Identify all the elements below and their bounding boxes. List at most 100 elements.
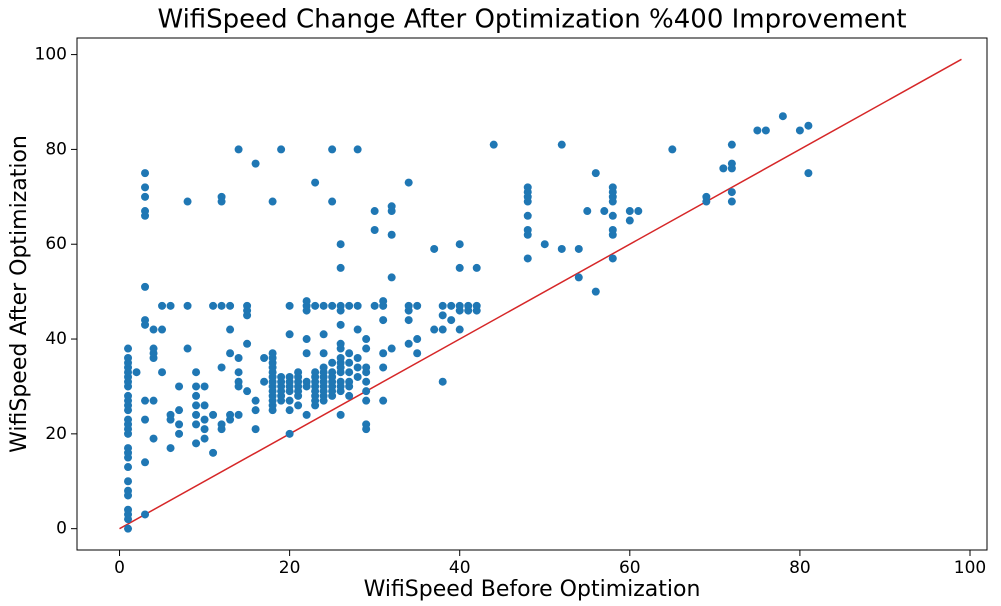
scatter-point [353,354,362,362]
scatter-point [804,169,813,178]
scatter-point [124,391,133,400]
x-tick-label: 80 [789,558,811,578]
scatter-point [209,301,218,310]
scatter-point [319,363,328,372]
scatter-point [302,377,311,386]
y-tick-label: 60 [45,234,67,254]
scatter-point [328,197,337,206]
scatter-point [523,254,532,263]
scatter-point [141,169,150,178]
scatter-point [345,377,354,386]
scatter-point [200,415,209,424]
scatter-point [540,240,549,249]
scatter-point [234,145,243,154]
scatter-point [447,301,456,310]
scatter-point [336,320,345,329]
scatter-point [336,410,345,419]
scatter-point [158,301,167,310]
scatter-point [370,301,379,310]
scatter-point [336,240,345,249]
scatter-point [387,230,396,239]
scatter-point [200,425,209,434]
scatter-point [362,396,371,405]
scatter-point [311,178,320,187]
scatter-point [192,401,201,410]
scatter-point [438,311,447,320]
scatter-point [404,316,413,325]
scatter-point [404,178,413,187]
scatter-point [243,387,252,396]
scatter-point [141,192,150,201]
scatter-point [523,183,532,192]
scatter-point [226,301,235,310]
x-axis-label: WifiSpeed Before Optimization [364,577,701,602]
scatter-point [719,164,728,173]
scatter-point [251,425,260,434]
scatter-point [141,396,150,405]
scatter-point [430,244,439,253]
scatter-point [413,349,422,358]
scatter-point [243,339,252,348]
scatter-point [124,477,133,486]
scatter-point [141,207,150,216]
scatter-point [625,207,634,216]
scatter-point [379,363,388,372]
scatter-point [804,121,813,130]
scatter-point [234,377,243,386]
scatter-point [625,216,634,225]
scatter-point [319,349,328,358]
scatter-point [217,363,226,372]
scatter-point [124,505,133,514]
scatter-point [328,368,337,377]
scatter-point [379,316,388,325]
scatter-point [464,301,473,310]
scatter-point [124,354,133,362]
scatter-point [362,335,371,344]
chart-title: WifiSpeed Change After Optimization %400… [157,5,906,35]
scatter-point [600,207,609,216]
scatter-point [251,396,260,405]
scatter-point [149,396,158,405]
scatter-point [370,226,379,234]
scatter-point [294,368,303,377]
scatter-point [353,372,362,381]
scatter-point [387,202,396,211]
scatter-point [319,301,328,310]
scatter-point [413,301,422,310]
scatter-point [387,273,396,282]
scatter-point [268,197,277,206]
scatter-point [183,301,192,310]
scatter-point [557,244,566,253]
scatter-point [727,188,736,197]
x-tick-label: 60 [619,558,641,578]
y-tick-label: 20 [45,424,67,444]
scatter-point [608,226,617,234]
scatter-point [285,406,294,415]
scatter-point [455,325,464,334]
scatter-point [141,415,150,424]
scatter-point [209,410,218,419]
x-tick-label: 40 [449,558,471,578]
y-tick-label: 100 [35,45,67,65]
scatter-point [634,207,643,216]
scatter-point [251,159,260,168]
scatter-point [591,169,600,178]
scatter-point [702,192,711,201]
scatter-point [285,330,294,339]
scatter-point [472,263,481,272]
scatter-point [413,335,422,344]
scatter-point [217,301,226,310]
scatter-point [277,145,286,154]
scatter-point [149,325,158,334]
scatter-point [132,368,141,377]
scatter-point [438,301,447,310]
y-tick-label: 80 [45,139,67,159]
scatter-point [336,354,345,362]
scatter-point [362,363,371,372]
scatter-point [166,410,175,419]
scatter-point [608,183,617,192]
scatter-point [455,301,464,310]
scatter-point [379,297,388,306]
scatter-point [311,368,320,377]
